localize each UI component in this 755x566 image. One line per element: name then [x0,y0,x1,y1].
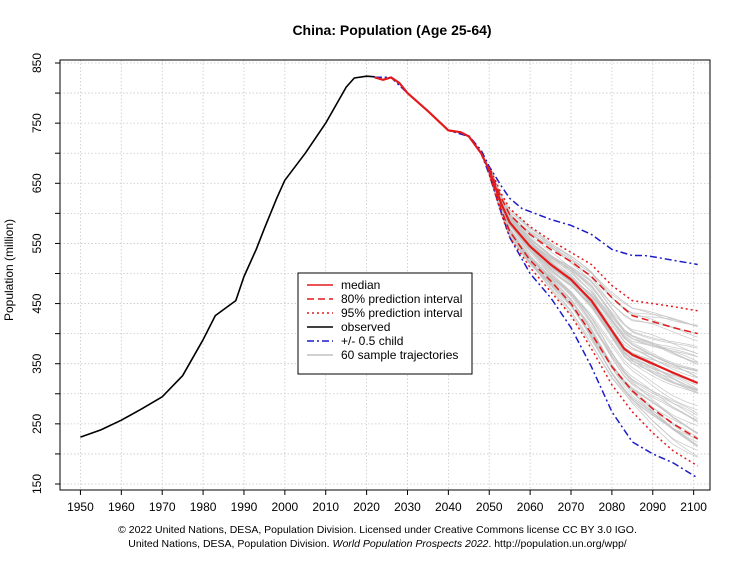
y-tick-label: 750 [30,113,44,133]
x-tick-label: 1980 [190,500,217,514]
y-tick-label: 150 [30,474,44,494]
sample-trajectory [488,167,698,362]
footer-source-suffix: . http://population.un.org/wpp/ [488,538,627,550]
x-tick-label: 2090 [639,500,666,514]
x-tick-label: 2070 [558,500,585,514]
x-tick-label: 2060 [517,500,544,514]
sample-trajectories [488,165,698,458]
x-tick-label: 2100 [680,500,707,514]
footer-source-title: World Population Prospects 2022 [332,538,489,550]
y-axis-label: Population (million) [2,219,16,321]
sample-trajectory [488,170,698,342]
legend-label: 95% prediction interval [341,306,462,320]
sample-trajectory [488,168,698,371]
sample-trajectory [488,172,698,419]
plot-frame [59,59,711,491]
sample-trajectory [488,166,698,355]
y-tick-label: 550 [30,233,44,253]
sample-trajectory [488,173,698,435]
sample-trajectory [488,174,698,448]
footer-copyright: © 2022 United Nations, DESA, Population … [118,524,637,536]
y-tick-label: 650 [30,173,44,193]
x-tick-label: 2040 [435,500,462,514]
sample-trajectory [488,168,698,394]
x-tick-label: 1960 [108,500,135,514]
legend-label: 60 sample trajectories [341,348,458,362]
y-tick-label: 250 [30,414,44,434]
sample-trajectory [488,165,698,349]
footer-source: United Nations, DESA, Population Divisio… [0,538,755,550]
chart-title: China: Population (Age 25-64) [292,22,491,38]
y-tick-label: 450 [30,293,44,313]
x-tick-label: 1990 [231,500,258,514]
legend-label: median [341,278,380,292]
series-lines [80,75,699,479]
sample-trajectory [488,166,698,358]
y-axis: 150 250 350 450 550 650 750 850 [30,53,60,494]
series-line-95-pi-upper [488,166,698,312]
series-line-95-pi-lower [488,174,699,467]
footer-source-prefix: United Nations, DESA, Population Divisio… [128,538,333,550]
legend-label: +/- 0.5 child [341,334,403,348]
y-tick-label: 850 [30,53,44,73]
sample-trajectory [488,169,698,327]
x-tick-label: 2080 [599,500,626,514]
x-tick-label: 2000 [271,500,298,514]
series-line-observed [80,75,375,438]
x-tick-label: 2010 [312,500,339,514]
population-chart: China: Population (Age 25-64) 1950 1960 19… [2,22,711,514]
sample-trajectory [488,172,698,407]
legend-label: 80% prediction interval [341,292,462,306]
legend-box [297,272,473,375]
sample-trajectory [488,169,698,390]
legend-label: observed [341,320,390,334]
x-tick-label: 1970 [149,500,176,514]
series-line-80-pi-upper [488,168,698,335]
x-tick-label: 2050 [476,500,503,514]
x-axis: 1950 1960 1970 1980 1990 2000 2010 2020 2030 2040… [67,490,707,514]
sample-trajectory [488,173,698,451]
series-line-median [374,76,699,385]
series-line-80-pi-lower [488,172,699,440]
y-tick-label: 350 [30,353,44,373]
sample-trajectory [488,172,698,427]
x-tick-label: 2020 [353,500,380,514]
x-tick-label: 1950 [67,500,94,514]
x-tick-label: 2030 [394,500,421,514]
